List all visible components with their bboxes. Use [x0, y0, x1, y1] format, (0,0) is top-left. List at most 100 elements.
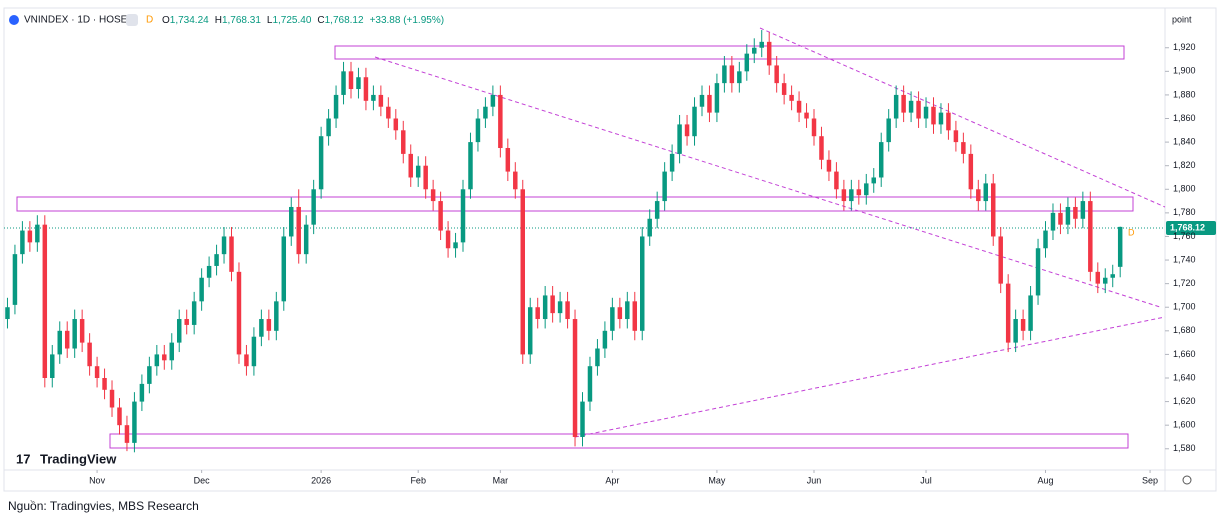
badge: D: [146, 15, 153, 26]
candle-body: [946, 112, 951, 131]
chart-frame: [3, 7, 1217, 492]
candle-body: [886, 118, 891, 143]
candle-body: [191, 301, 197, 325]
candle-body: [57, 330, 62, 355]
candle-body: [20, 230, 25, 255]
candle-body: [12, 254, 18, 305]
candle-body: [199, 277, 204, 302]
last-price-label: 1,768.12: [1170, 222, 1205, 232]
candle-body: [1058, 212, 1063, 225]
x-tick-label: Apr: [605, 475, 619, 485]
x-tick-label: Sep: [1142, 475, 1158, 485]
candle-body: [595, 348, 600, 367]
last-price-tag: [1166, 221, 1216, 235]
candle-body: [1050, 212, 1056, 231]
change: +33.88 (+1.95%): [370, 15, 445, 26]
candle-body: [819, 136, 824, 160]
ohlc-key: O: [162, 15, 170, 26]
candle-body: [147, 366, 152, 384]
candle-body: [289, 206, 294, 237]
candle-body: [669, 153, 675, 172]
y-tick-label: 1,840: [1173, 136, 1196, 146]
candle-body: [722, 65, 727, 84]
candle-body: [527, 307, 533, 355]
y-tick-label: 1,620: [1173, 396, 1196, 406]
ohlc-value: 1,734.24: [170, 15, 209, 26]
candle-body: [79, 319, 85, 343]
candle-body: [1043, 230, 1048, 249]
candle-body: [826, 159, 832, 172]
settings-icon[interactable]: [1182, 475, 1192, 485]
candle-body: [348, 71, 354, 90]
candle-body: [72, 319, 77, 349]
candle-body: [916, 100, 921, 119]
candle-body: [176, 319, 182, 343]
candle-body: [610, 307, 615, 331]
candle-body: [1073, 206, 1078, 219]
candle-body: [236, 271, 242, 355]
candle-body: [513, 171, 518, 190]
x-tick-label: Feb: [410, 475, 426, 485]
candle-body: [415, 165, 421, 178]
candle-body: [766, 41, 772, 66]
x-tick-label: Jun: [807, 475, 822, 485]
candle-body: [908, 100, 914, 113]
candle-body: [468, 142, 473, 190]
candle-body: [654, 201, 660, 219]
x-tick-label: Nov: [89, 475, 106, 485]
candle-body: [699, 94, 705, 107]
candle-body: [662, 171, 667, 202]
candle-body: [281, 236, 287, 302]
candle-body: [401, 130, 406, 154]
candle-body: [625, 301, 630, 320]
candle-body: [1035, 248, 1041, 296]
trend-line: [574, 316, 1166, 438]
candle-body: [811, 118, 817, 137]
candle-body: [752, 47, 757, 54]
candle-body: [505, 148, 511, 172]
candle-body: [1080, 201, 1086, 219]
candle-body: [430, 189, 436, 202]
candle-body: [520, 189, 525, 355]
candle-body: [35, 224, 40, 243]
candle-body: [408, 153, 413, 178]
badge-bg: [126, 14, 138, 26]
ohlc-value: 1,768.31: [222, 15, 261, 26]
candle-body: [296, 206, 301, 255]
candle-body: [117, 407, 122, 426]
badge: D: [1128, 227, 1135, 237]
candle-body: [1117, 226, 1123, 267]
candle-body: [214, 254, 219, 266]
candle-body: [460, 189, 466, 243]
candle-body: [333, 94, 339, 119]
candle-body: [938, 112, 944, 125]
candle-body: [162, 354, 167, 361]
candle-body: [849, 189, 854, 202]
candle-body: [483, 106, 488, 119]
candle-body: [542, 295, 548, 320]
candle-body: [132, 401, 137, 443]
candle-body: [229, 236, 234, 272]
candle-body: [931, 106, 936, 125]
candle-body: [303, 224, 309, 255]
candles: [5, 30, 1123, 453]
y-tick-label: 1,600: [1173, 420, 1196, 430]
candle-body: [789, 94, 794, 101]
symbol: VNINDEX · 1D · HOSE: [24, 15, 128, 26]
unit-label: point: [1172, 14, 1192, 24]
candle-body: [1110, 274, 1115, 278]
candle-body: [759, 41, 764, 48]
candle-body: [565, 301, 570, 320]
y-tick-label: 1,780: [1173, 207, 1196, 217]
candle-body: [841, 189, 847, 202]
candle-body: [363, 77, 369, 101]
candle-body: [475, 118, 481, 143]
candle-body: [87, 342, 92, 367]
candle-body: [1095, 271, 1101, 284]
candle-body: [796, 100, 802, 113]
source: Nguồn: Tradingvies, MBS Research: [8, 499, 199, 513]
candle-body: [1103, 277, 1108, 284]
x-tick-label: Jul: [920, 475, 932, 485]
ohlc-value: 1,725.40: [272, 15, 311, 26]
